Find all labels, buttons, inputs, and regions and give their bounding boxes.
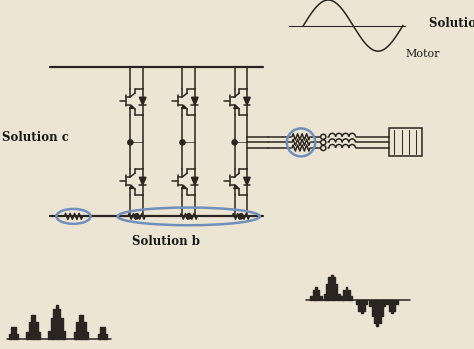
Polygon shape <box>139 177 146 185</box>
Polygon shape <box>182 185 186 188</box>
Circle shape <box>128 140 133 145</box>
Text: Solution a: Solution a <box>429 17 474 30</box>
Text: Motor: Motor <box>405 49 440 59</box>
Polygon shape <box>182 105 186 109</box>
Polygon shape <box>129 105 134 109</box>
Text: Solution b: Solution b <box>132 236 200 248</box>
Polygon shape <box>191 177 198 185</box>
Polygon shape <box>191 97 198 105</box>
Text: Solution c: Solution c <box>2 131 69 144</box>
Polygon shape <box>139 97 146 105</box>
Polygon shape <box>244 97 250 105</box>
Bar <box>389 128 422 156</box>
Circle shape <box>134 214 139 219</box>
Polygon shape <box>244 177 250 185</box>
Circle shape <box>186 214 191 219</box>
Polygon shape <box>234 185 238 188</box>
Polygon shape <box>129 185 134 188</box>
Circle shape <box>232 140 237 145</box>
Circle shape <box>238 214 244 219</box>
Circle shape <box>180 140 185 145</box>
Polygon shape <box>234 105 238 109</box>
